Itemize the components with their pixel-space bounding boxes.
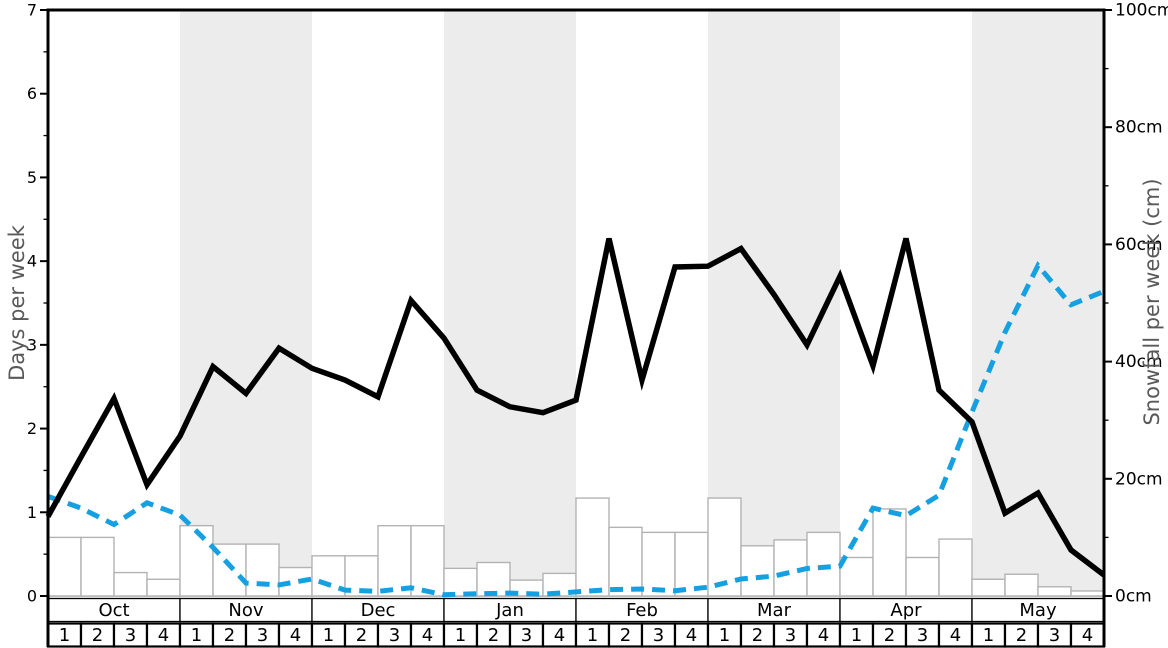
week-label: 4 <box>1082 625 1093 646</box>
bar <box>113 571 148 597</box>
right-tick-label: 60cm <box>1115 235 1163 255</box>
week-label: 1 <box>323 625 334 646</box>
bar <box>938 538 973 597</box>
week-label: 1 <box>59 625 70 646</box>
week-label: 2 <box>92 625 103 646</box>
bar <box>47 536 82 597</box>
week-label: 4 <box>554 625 565 646</box>
bar <box>410 524 445 597</box>
month-label: Apr <box>890 600 922 621</box>
left-tick-label: 1 <box>27 503 37 522</box>
bar <box>872 508 907 597</box>
month-label: May <box>1019 600 1057 621</box>
bar <box>905 556 940 597</box>
month-label: Feb <box>626 600 658 621</box>
week-label: 2 <box>224 625 235 646</box>
week-label: 1 <box>719 625 730 646</box>
bar <box>179 524 214 597</box>
bar <box>608 526 643 597</box>
left-tick-label: 2 <box>27 419 37 438</box>
bar <box>80 536 115 597</box>
week-label: 2 <box>752 625 763 646</box>
right-tick-label: 100cm <box>1115 1 1168 21</box>
right-tick-label: 80cm <box>1115 118 1163 138</box>
month-label: Dec <box>361 600 396 621</box>
bar <box>740 545 775 597</box>
week-label: 3 <box>257 625 268 646</box>
week-label: 1 <box>587 625 598 646</box>
days-line <box>45 237 1106 578</box>
week-label: 4 <box>686 625 697 646</box>
week-label: 3 <box>785 625 796 646</box>
week-label: 2 <box>884 625 895 646</box>
week-label: 4 <box>290 625 301 646</box>
bar <box>575 497 610 597</box>
right-axis-title: Snowfall per week (cm) <box>1140 178 1164 426</box>
left-tick-label: 5 <box>27 168 37 187</box>
week-label: 1 <box>983 625 994 646</box>
month-label: Oct <box>98 600 129 621</box>
right-tick-label: 20cm <box>1115 469 1163 489</box>
right-tick-label: 40cm <box>1115 352 1163 372</box>
right-tick-label: 0cm <box>1115 587 1152 607</box>
bar <box>806 531 841 597</box>
left-tick-label: 6 <box>27 84 37 103</box>
week-label: 3 <box>653 625 664 646</box>
week-label: 3 <box>125 625 136 646</box>
week-label: 4 <box>818 625 829 646</box>
week-label: 3 <box>521 625 532 646</box>
week-label: 3 <box>389 625 400 646</box>
left-tick-label: 7 <box>27 1 37 20</box>
bar <box>1037 586 1072 597</box>
week-label: 1 <box>455 625 466 646</box>
bar <box>641 531 676 597</box>
snowfall-line <box>47 260 1105 598</box>
week-label: 4 <box>422 625 433 646</box>
month-label: Mar <box>757 600 792 621</box>
shaded-month-band <box>180 10 312 596</box>
week-label: 4 <box>950 625 961 646</box>
left-tick-label: 3 <box>27 335 37 354</box>
week-label: 2 <box>356 625 367 646</box>
bar <box>146 578 181 597</box>
week-label: 2 <box>488 625 499 646</box>
bar <box>971 578 1006 597</box>
week-label: 4 <box>158 625 169 646</box>
month-label: Jan <box>495 600 524 621</box>
week-label: 1 <box>191 625 202 646</box>
week-label: 2 <box>620 625 631 646</box>
week-label: 2 <box>1016 625 1027 646</box>
bar <box>476 561 511 597</box>
month-label: Nov <box>228 600 263 621</box>
bar <box>1070 590 1105 597</box>
week-label: 3 <box>917 625 928 646</box>
shaded-month-band <box>444 10 576 596</box>
left-tick-label: 4 <box>27 252 37 271</box>
bar <box>1004 573 1039 597</box>
week-label: 1 <box>851 625 862 646</box>
bar <box>839 556 874 597</box>
left-tick-label: 0 <box>27 587 37 606</box>
bar <box>377 524 412 597</box>
left-axis-title: Days per week <box>5 225 29 381</box>
shaded-month-band <box>972 10 1104 596</box>
week-label: 3 <box>1049 625 1060 646</box>
bar <box>245 543 280 597</box>
